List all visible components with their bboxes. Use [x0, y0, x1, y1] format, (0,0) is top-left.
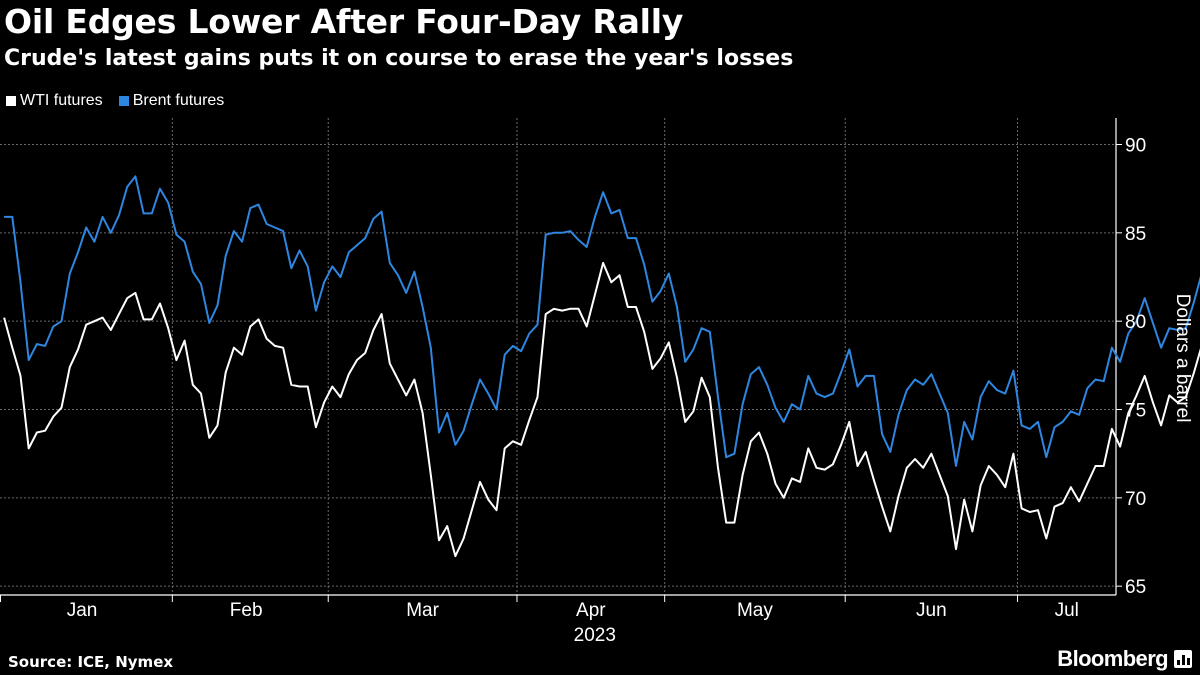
legend-swatch-brent [118, 96, 129, 106]
legend-label-brent: Brent futures [132, 92, 225, 109]
y-axis-title: Dollars a barrel [1172, 294, 1193, 423]
x-tick-label-may: May [737, 600, 773, 621]
bar-chart-icon [1174, 650, 1192, 668]
x-tick-label-jul: Jul [1055, 600, 1079, 621]
y-tick-label-80: 80 [1125, 312, 1146, 333]
brand-name: Bloomberg [1057, 646, 1168, 671]
chart-legend: WTI futures Brent futures [6, 91, 224, 111]
label-layer: 65 70 75 80 85 90 Jan Feb Mar Apr May Jun Jul 2023 Dol… [67, 136, 1193, 647]
y-tick-label-70: 70 [1125, 489, 1146, 510]
series-line-brent [4, 175, 1200, 467]
chart-title: Oil Edges Lower After Four-Day Rally [4, 2, 684, 41]
legend-item-wti: WTI futures [6, 91, 103, 111]
grid-layer [0, 118, 1116, 595]
legend-item-brent: Brent futures [118, 91, 225, 111]
chart-subtitle: Crude's latest gains puts it on course t… [4, 46, 794, 71]
y-tick-label-85: 85 [1125, 224, 1146, 245]
x-tick-label-feb: Feb [230, 600, 263, 621]
legend-swatch-wti [6, 96, 16, 106]
x-tick-label-jan: Jan [67, 600, 98, 621]
legend-label-wti: WTI futures [20, 92, 103, 109]
x-tick-label-mar: Mar [406, 600, 439, 621]
series-line-wti [3, 261, 1200, 558]
source-note: Source: ICE, Nymex [8, 653, 174, 671]
x-tick-label-apr: Apr [576, 600, 606, 621]
y-tick-label-65: 65 [1125, 577, 1146, 598]
y-tick-label-75: 75 [1125, 401, 1146, 422]
x-tick-label-jun: Jun [916, 600, 947, 621]
brand-logo: Bloomberg [1057, 646, 1192, 672]
x-axis-title: 2023 [574, 625, 616, 646]
y-tick-label-90: 90 [1125, 136, 1146, 157]
series-layer [3, 175, 1200, 558]
